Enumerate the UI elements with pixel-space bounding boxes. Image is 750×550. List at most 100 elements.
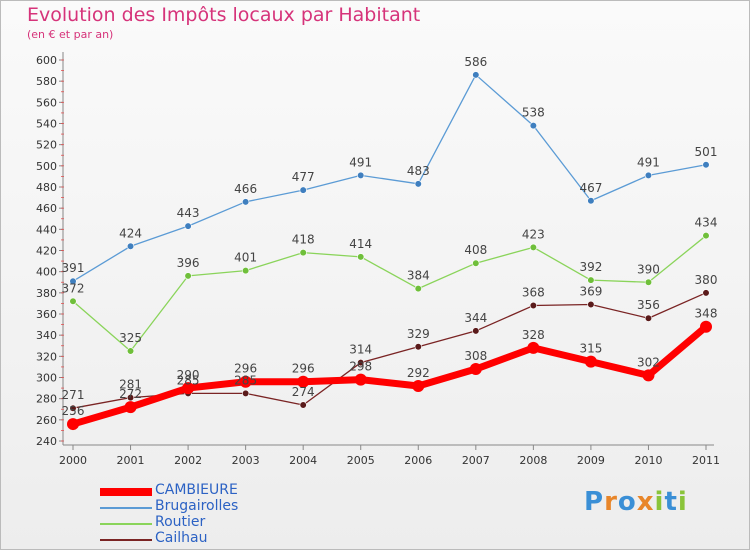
y-tick-label-460: 460	[36, 202, 57, 215]
data-point-brugairolles-2002	[184, 222, 192, 230]
x-tick-label-2002: 2002	[174, 454, 202, 467]
series-line-routier	[72, 235, 707, 352]
data-label-cambieure-2003: 296	[234, 362, 257, 376]
logo-letter: i	[677, 487, 688, 517]
x-tick-label-2009: 2009	[577, 454, 605, 467]
legend-swatch	[100, 488, 152, 496]
x-tick-label-2000: 2000	[59, 454, 87, 467]
legend-swatch	[100, 523, 152, 525]
data-point-brugairolles-2004	[299, 186, 307, 194]
proxiti-logo: Proxiti	[584, 487, 688, 517]
data-point-cambieure-2005	[354, 373, 367, 386]
x-tick-label-2005: 2005	[347, 454, 375, 467]
x-tick-label-2001: 2001	[117, 454, 145, 467]
data-label-routier-2007: 408	[464, 243, 487, 257]
data-point-brugairolles-2005	[357, 171, 365, 179]
data-label-brugairolles-2004: 477	[292, 170, 315, 184]
data-point-brugairolles-2011	[702, 161, 710, 169]
data-label-brugairolles-2009: 467	[579, 181, 602, 195]
data-point-brugairolles-2010	[644, 171, 653, 179]
data-label-routier-2001: 325	[119, 331, 142, 345]
data-label-cambieure-2007: 308	[464, 349, 487, 363]
data-point-routier-2002	[184, 272, 192, 280]
data-point-routier-2000	[69, 297, 77, 305]
data-label-brugairolles-2003: 466	[234, 182, 257, 196]
data-label-cailhau-2011: 380	[695, 273, 718, 287]
data-point-cailhau-2005	[357, 359, 365, 367]
data-label-brugairolles-2002: 443	[177, 206, 200, 220]
data-label-cailhau-2001: 281	[119, 378, 142, 392]
data-point-cambieure-2008	[527, 341, 540, 354]
data-label-cailhau-2002: 285	[177, 373, 200, 387]
data-point-routier-2009	[587, 276, 595, 284]
data-point-routier-2003	[242, 267, 250, 275]
logo-letter: x	[636, 487, 655, 517]
y-tick-label-280: 280	[36, 393, 57, 406]
data-point-routier-2005	[357, 253, 365, 261]
data-point-cailhau-2000	[69, 404, 77, 412]
data-label-brugairolles-2007: 586	[464, 55, 487, 69]
data-point-cailhau-2004	[299, 401, 307, 409]
data-label-routier-2004: 418	[292, 233, 315, 247]
data-point-cailhau-2010	[644, 314, 653, 322]
data-label-cailhau-2010: 356	[637, 298, 660, 312]
data-label-routier-2003: 401	[234, 251, 257, 265]
data-label-routier-2005: 414	[349, 237, 372, 251]
legend-label: Routier	[155, 514, 206, 530]
data-label-brugairolles-2006: 483	[407, 164, 430, 178]
data-point-cailhau-2011	[702, 289, 710, 297]
data-point-brugairolles-2008	[529, 122, 537, 130]
data-point-routier-2008	[529, 243, 537, 251]
data-label-routier-2009: 392	[579, 260, 602, 274]
data-label-cambieure-2005: 298	[349, 360, 372, 374]
data-label-cambieure-2011: 348	[695, 307, 718, 321]
x-tick-label-2010: 2010	[634, 454, 662, 467]
y-tick-label-600: 600	[36, 54, 57, 67]
data-label-cambieure-2004: 296	[292, 362, 315, 376]
data-point-cailhau-2009	[587, 300, 595, 309]
chart-subtitle: (en € et par an)	[27, 28, 114, 41]
data-point-routier-2011	[702, 232, 710, 240]
data-point-routier-2001	[126, 347, 135, 355]
data-point-brugairolles-2007	[472, 71, 480, 79]
data-point-cambieure-2004	[297, 375, 310, 388]
data-label-brugairolles-2011: 501	[695, 145, 718, 159]
y-tick-label-540: 540	[36, 118, 57, 131]
data-point-brugairolles-2001	[126, 242, 135, 250]
data-label-routier-2006: 384	[407, 269, 430, 283]
data-label-cailhau-2005: 314	[349, 343, 372, 357]
data-point-routier-2010	[644, 278, 653, 286]
data-label-cambieure-2002: 290	[177, 368, 200, 382]
legend-label: Cailhau	[155, 530, 208, 546]
data-point-cambieure-2001	[124, 401, 137, 414]
y-tick-label-360: 360	[36, 308, 57, 321]
y-tick-label-440: 440	[36, 223, 57, 236]
data-label-brugairolles-2010: 491	[637, 155, 660, 169]
logo-letter: i	[654, 487, 665, 517]
data-label-routier-2008: 423	[522, 227, 545, 241]
x-tick-label-2003: 2003	[232, 454, 260, 467]
y-tick-label-520: 520	[36, 139, 57, 152]
y-tick-label-400: 400	[36, 266, 57, 279]
data-point-cailhau-2007	[472, 327, 480, 335]
legend-label: Brugairolles	[155, 498, 239, 514]
data-label-cailhau-2000: 271	[62, 388, 85, 402]
data-label-cailhau-2004: 274	[292, 385, 315, 399]
logo-letter: t	[664, 487, 678, 517]
data-point-cambieure-2011	[700, 320, 712, 333]
x-tick-label-2006: 2006	[404, 454, 432, 467]
data-label-cambieure-2001: 272	[119, 387, 142, 401]
data-point-routier-2007	[472, 259, 480, 267]
data-point-brugairolles-2009	[587, 197, 595, 205]
data-point-cambieure-2009	[584, 355, 597, 368]
y-tick-label-580: 580	[36, 75, 57, 88]
data-point-routier-2004	[299, 249, 307, 257]
data-label-cailhau-2009: 369	[579, 284, 602, 298]
data-label-cailhau-2003: 285	[234, 373, 257, 387]
y-tick-label-240: 240	[36, 435, 57, 448]
data-label-brugairolles-2008: 538	[522, 106, 545, 120]
series-line-cambieure	[69, 323, 710, 428]
series-line-brugairolles	[72, 74, 707, 282]
y-tick-label-260: 260	[36, 414, 57, 427]
